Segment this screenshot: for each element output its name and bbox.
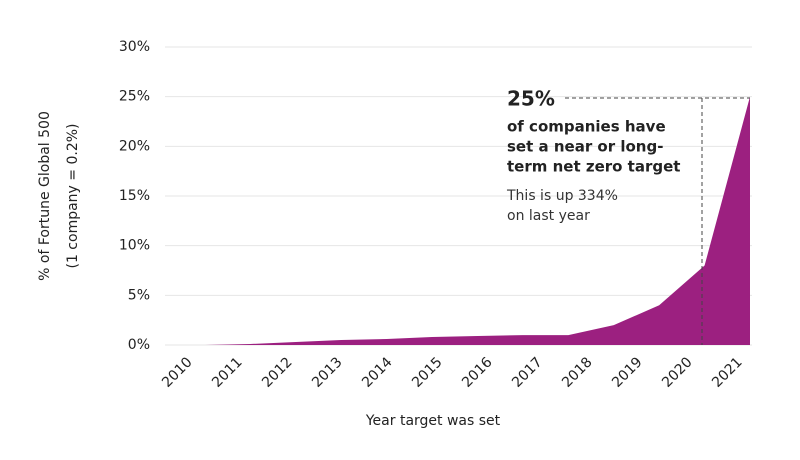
- annotation-text: set a near or long-: [507, 138, 663, 156]
- y-tick-label: 30%: [119, 39, 150, 55]
- y-tick-label: 25%: [119, 89, 150, 105]
- plot-area: 0% 5% 10% 15% 20% 25% 30% 2010 2011 2012 2013 2014 2…: [119, 39, 752, 391]
- y-tick-label: 15%: [119, 188, 150, 204]
- x-tick-label: 2011: [209, 354, 246, 391]
- annotation-text: term net zero target: [507, 158, 680, 176]
- y-axis-title: (1 company = 0.2%): [65, 123, 81, 268]
- y-axis-title: % of Fortune Global 500: [37, 111, 53, 281]
- x-tick-label: 2020: [659, 354, 696, 391]
- area: [205, 96, 750, 346]
- annotation-note: on last year: [507, 208, 590, 224]
- x-tick-label: 2019: [609, 354, 646, 391]
- y-tick-label: 10%: [119, 238, 150, 254]
- annotation-note: This is up 334%: [506, 188, 618, 204]
- y-tick-label: 5%: [128, 287, 150, 303]
- x-tick-label: 2017: [509, 354, 546, 391]
- y-tick-label: 20%: [119, 138, 150, 154]
- x-axis-title: Year target was set: [365, 413, 501, 429]
- x-tick-label: 2021: [709, 354, 746, 391]
- x-tick-label: 2013: [309, 354, 346, 391]
- x-tick-label: 2016: [459, 354, 496, 391]
- y-tick-label: 0%: [128, 337, 150, 353]
- x-tick-label: 2015: [409, 354, 446, 391]
- x-tick-label: 2014: [359, 354, 396, 391]
- x-tick-label: 2012: [259, 354, 296, 391]
- annotation-text: of companies have: [507, 118, 666, 136]
- x-tick-label: 2010: [159, 354, 196, 391]
- annotation-headline: 25%: [507, 87, 555, 111]
- x-tick-label: 2018: [559, 354, 596, 391]
